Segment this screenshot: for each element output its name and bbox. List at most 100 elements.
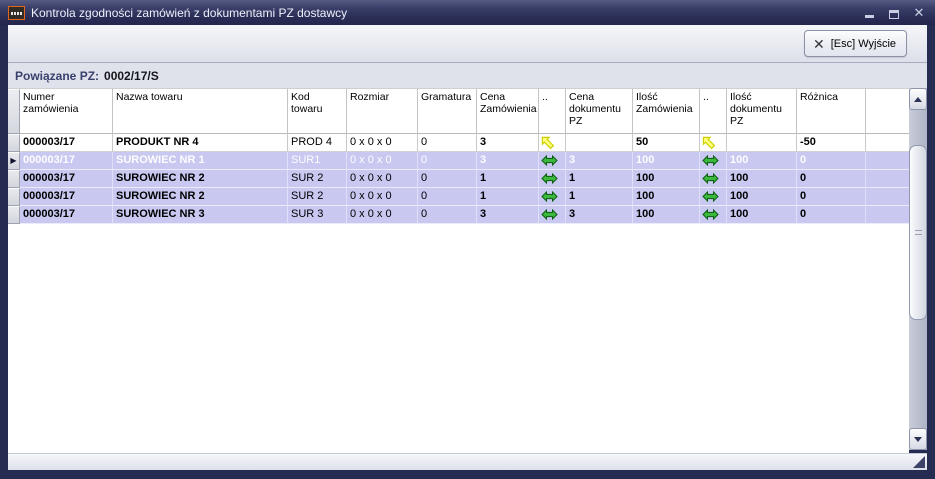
- cell-kod-towaru[interactable]: SUR 2: [288, 170, 347, 188]
- row-selector-cell[interactable]: ▶: [8, 134, 20, 152]
- cell-numer-zamowienia[interactable]: 000003/17: [20, 152, 113, 170]
- cell-ilosc-dokumentu-pz[interactable]: 100: [727, 206, 797, 224]
- linked-pz-strip: Powiązane PZ: 0002/17/S: [8, 63, 927, 88]
- column-header-ilosc-diff[interactable]: ..: [700, 89, 727, 134]
- cell-cena-zamowienia[interactable]: 3: [477, 134, 539, 152]
- cell-ilosc-dokumentu-pz[interactable]: [727, 134, 797, 152]
- row-selector-cell[interactable]: ▶: [8, 206, 20, 224]
- cell-cena-compare[interactable]: [539, 152, 566, 170]
- cell-cena-zamowienia[interactable]: 1: [477, 188, 539, 206]
- cell-ilosc-compare[interactable]: [700, 152, 727, 170]
- cell-rozmiar[interactable]: 0 x 0 x 0: [347, 134, 418, 152]
- cell-kod-towaru[interactable]: PROD 4: [288, 134, 347, 152]
- cell-ilosc-zamowienia[interactable]: 100: [633, 206, 700, 224]
- cell-ilosc-zamowienia[interactable]: 100: [633, 152, 700, 170]
- column-header-rozmiar[interactable]: Rozmiar: [347, 89, 418, 134]
- scroll-down-button[interactable]: [909, 428, 927, 450]
- column-header-ilosc-dokumentu-pz[interactable]: Ilość dokumentu PZ: [727, 89, 797, 134]
- cell-ilosc-zamowienia[interactable]: 100: [633, 170, 700, 188]
- equal-green-arrows-icon: [702, 209, 719, 220]
- equal-green-arrows-icon: [541, 155, 558, 166]
- cell-numer-zamowienia[interactable]: 000003/17: [20, 134, 113, 152]
- table-row[interactable]: ▶ 000003/17 SUROWIEC NR 2 SUR 2 0 x 0 x …: [8, 170, 909, 188]
- maximize-button[interactable]: [886, 5, 902, 21]
- cell-ilosc-compare[interactable]: [700, 206, 727, 224]
- cell-ilosc-dokumentu-pz[interactable]: 100: [727, 152, 797, 170]
- cell-cena-dokumentu-pz[interactable]: 1: [566, 188, 633, 206]
- cell-nazwa-towaru[interactable]: SUROWIEC NR 1: [113, 152, 288, 170]
- equal-green-arrows-icon: [541, 173, 558, 184]
- cell-rozmiar[interactable]: 0 x 0 x 0: [347, 188, 418, 206]
- esc-exit-button[interactable]: ✕ [Esc] Wyjście: [803, 30, 907, 57]
- cell-cena-compare[interactable]: [539, 134, 566, 152]
- column-header-ilosc-zamowienia[interactable]: Ilość Zamówienia: [633, 89, 700, 134]
- cell-gramatura[interactable]: 0: [418, 206, 477, 224]
- cell-cena-compare[interactable]: [539, 170, 566, 188]
- cell-rozmiar[interactable]: 0 x 0 x 0: [347, 170, 418, 188]
- cell-nazwa-towaru[interactable]: PRODUKT NR 4: [113, 134, 288, 152]
- cell-cena-compare[interactable]: [539, 188, 566, 206]
- column-header-cena-zamowienia[interactable]: Cena Zamówienia: [477, 89, 539, 134]
- cell-ilosc-compare[interactable]: [700, 188, 727, 206]
- equal-green-arrows-icon: [702, 155, 719, 166]
- cell-nazwa-towaru[interactable]: SUROWIEC NR 2: [113, 170, 288, 188]
- cell-gramatura[interactable]: 0: [418, 134, 477, 152]
- scroll-up-button[interactable]: [909, 88, 927, 110]
- column-header-kod-towaru[interactable]: Kod towaru: [288, 89, 347, 134]
- close-button[interactable]: ✕: [911, 5, 927, 21]
- close-icon: ✕: [913, 5, 925, 20]
- cell-ilosc-dokumentu-pz[interactable]: 100: [727, 188, 797, 206]
- resize-grip[interactable]: [913, 456, 925, 468]
- cell-kod-towaru[interactable]: SUR 3: [288, 206, 347, 224]
- row-selector-cell[interactable]: ▶: [8, 170, 20, 188]
- cell-gramatura[interactable]: 0: [418, 188, 477, 206]
- cell-rozmiar[interactable]: 0 x 0 x 0: [347, 206, 418, 224]
- cell-rozmiar[interactable]: 0 x 0 x 0: [347, 152, 418, 170]
- cell-cena-zamowienia[interactable]: 3: [477, 152, 539, 170]
- cell-cena-dokumentu-pz[interactable]: 3: [566, 152, 633, 170]
- column-header-nazwa-towaru[interactable]: Nazwa towaru: [113, 89, 288, 134]
- table-row[interactable]: ▶ 000003/17 SUROWIEC NR 2 SUR 2 0 x 0 x …: [8, 188, 909, 206]
- arrow-down-icon: [914, 436, 922, 442]
- vertical-scrollbar[interactable]: [909, 88, 927, 450]
- cell-numer-zamowienia[interactable]: 000003/17: [20, 206, 113, 224]
- table-row[interactable]: ▶ 000003/17 SUROWIEC NR 3 SUR 3 0 x 0 x …: [8, 206, 909, 224]
- cell-gramatura[interactable]: 0: [418, 152, 477, 170]
- cell-cena-compare[interactable]: [539, 206, 566, 224]
- cell-cena-dokumentu-pz[interactable]: 1: [566, 170, 633, 188]
- cell-ilosc-zamowienia[interactable]: 100: [633, 188, 700, 206]
- cell-numer-zamowienia[interactable]: 000003/17: [20, 170, 113, 188]
- cell-ilosc-zamowienia[interactable]: 50: [633, 134, 700, 152]
- cell-cena-zamowienia[interactable]: 3: [477, 206, 539, 224]
- column-header-cena-diff[interactable]: ..: [539, 89, 566, 134]
- cell-ilosc-compare[interactable]: [700, 170, 727, 188]
- cell-roznica[interactable]: -50: [797, 134, 866, 152]
- column-header-roznica[interactable]: Różnica: [797, 89, 866, 134]
- cell-kod-towaru[interactable]: SUR1: [288, 152, 347, 170]
- cell-numer-zamowienia[interactable]: 000003/17: [20, 188, 113, 206]
- scrollbar-thumb[interactable]: [909, 145, 927, 320]
- cell-filler: [866, 152, 909, 170]
- cell-kod-towaru[interactable]: SUR 2: [288, 188, 347, 206]
- cell-cena-zamowienia[interactable]: 1: [477, 170, 539, 188]
- cell-gramatura[interactable]: 0: [418, 170, 477, 188]
- table-row[interactable]: ▶ 000003/17 SUROWIEC NR 1 SUR1 0 x 0 x 0…: [8, 152, 909, 170]
- cell-roznica[interactable]: 0: [797, 206, 866, 224]
- row-selector-cell[interactable]: ▶: [8, 188, 20, 206]
- cell-ilosc-dokumentu-pz[interactable]: 100: [727, 170, 797, 188]
- cell-roznica[interactable]: 0: [797, 188, 866, 206]
- equal-green-arrows-icon: [702, 191, 719, 202]
- column-header-numer-zamowienia[interactable]: Numer zamówienia: [20, 89, 113, 134]
- column-header-cena-dokumentu-pz[interactable]: Cena dokumentu PZ: [566, 89, 633, 134]
- column-header-gramatura[interactable]: Gramatura: [418, 89, 477, 134]
- cell-cena-dokumentu-pz[interactable]: [566, 134, 633, 152]
- cell-nazwa-towaru[interactable]: SUROWIEC NR 2: [113, 188, 288, 206]
- cell-cena-dokumentu-pz[interactable]: 3: [566, 206, 633, 224]
- row-selector-cell[interactable]: ▶: [8, 152, 20, 170]
- cell-nazwa-towaru[interactable]: SUROWIEC NR 3: [113, 206, 288, 224]
- cell-roznica[interactable]: 0: [797, 152, 866, 170]
- cell-roznica[interactable]: 0: [797, 170, 866, 188]
- cell-ilosc-compare[interactable]: [700, 134, 727, 152]
- minimize-button[interactable]: [861, 5, 877, 21]
- table-row[interactable]: ▶ 000003/17 PRODUKT NR 4 PROD 4 0 x 0 x …: [8, 134, 909, 152]
